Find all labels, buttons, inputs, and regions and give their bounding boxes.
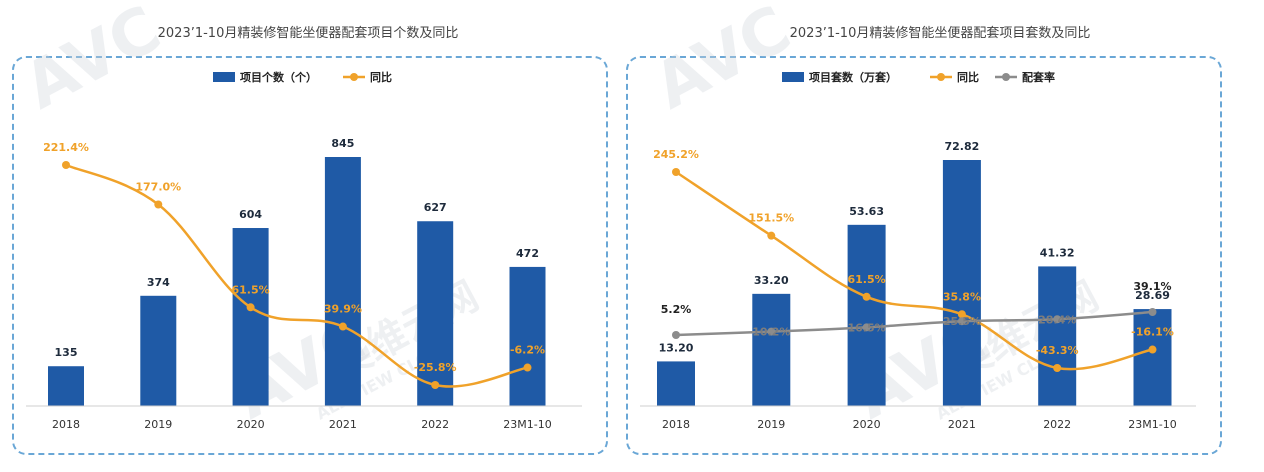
yoy-point-right-5 [1148,345,1157,354]
category-label-left-4: 2022 [421,418,449,431]
chart-panel-right [626,56,1222,455]
yoy-point-left-0 [62,161,70,169]
yoy-point-right-0 [672,168,680,176]
category-label-left-1: 2019 [144,418,172,431]
legend-label-left-1: 同比 [370,70,392,84]
yoy-point-right-2 [862,292,871,301]
bar-label-right-3: 72.82 [945,140,980,153]
bar-label-right-0: 13.20 [659,341,694,354]
rate-label-right-1: 10.2% [752,326,790,339]
legend-marker-right-2 [1002,73,1010,81]
category-label-left-5: 23M1-10 [503,418,551,431]
watermark-brand-right: AVC [643,0,803,124]
yoy-point-left-4 [431,381,440,389]
legend-label-right-0: 项目套数（万套） [809,70,897,84]
bar-label-left-2: 604 [239,208,262,221]
rate-point-right-2 [862,323,871,332]
bar-right-0 [657,361,695,406]
bar-label-right-2: 53.63 [849,205,884,218]
yoy-line-right [675,170,1153,371]
category-label-right-4: 2022 [1043,418,1071,431]
yoy-label-left-0: 221.4% [43,141,89,154]
rate-label-right-5: 39.1% [1133,280,1171,293]
yoy-label-right-0: 245.2% [653,148,699,161]
rate-line-right [675,310,1153,337]
bar-label-right-4: 41.32 [1040,246,1075,259]
yoy-label-right-5: -16.1% [1131,326,1174,339]
legend-swatch-left-0 [213,72,235,82]
bar-left-0 [48,366,84,406]
category-label-left-3: 2021 [329,418,357,431]
bar-left-1 [140,295,177,406]
bar-label-right-5: 28.69 [1135,289,1170,302]
bar-label-right-1: 33.20 [754,274,789,287]
legend-marker-left-1 [350,73,358,81]
bar-label-left-1: 374 [147,276,170,289]
rate-point-right-0 [672,331,680,339]
yoy-label-left-1: 177.0% [135,181,181,194]
bar-left-5 [509,266,546,406]
rate-label-right-2: 16.5% [848,321,886,334]
bar-right-3 [942,160,981,406]
yoy-label-left-5: -6.2% [510,344,545,357]
watermark-brand-left: AVC [13,0,173,124]
bar-left-3 [324,157,361,406]
bar-label-left-3: 845 [331,137,354,150]
bar-right-1 [752,293,791,406]
yoy-label-left-2: 61.5% [232,283,270,296]
yoy-point-left-2 [246,303,255,312]
bar-right-4 [1038,266,1077,406]
bar-right-5 [1133,309,1172,406]
yoy-point-right-3 [957,310,966,319]
bar-label-left-5: 472 [516,247,539,260]
legend-label-left-0: 项目个数（个） [240,70,317,84]
rate-point-right-1 [767,327,776,336]
chart-title-right: 2023’1-10月精装修智能坐便器配套项目套数及同比 [789,26,1091,41]
category-label-right-3: 2021 [948,418,976,431]
yoy-point-right-1 [767,231,776,240]
bar-label-left-0: 135 [55,346,78,359]
rate-point-right-4 [1053,315,1062,324]
bar-right-2 [847,224,886,406]
category-label-right-5: 23M1-10 [1128,418,1176,431]
yoy-label-right-3: 35.8% [943,290,981,303]
yoy-label-right-2: 61.5% [848,273,886,286]
legend-swatch-right-0 [782,72,804,82]
rate-point-right-5 [1148,308,1157,316]
yoy-point-left-5 [523,363,532,372]
yoy-label-right-4: -43.3% [1036,344,1079,357]
yoy-label-right-1: 151.5% [748,212,794,225]
legend-label-right-1: 同比 [957,70,979,84]
rate-label-right-4: 28.4% [1038,313,1076,326]
yoy-label-left-3: 39.9% [324,303,362,316]
yoy-point-left-3 [338,322,347,331]
bar-left-4 [417,221,454,406]
legend-label-right-2: 配套率 [1022,70,1055,84]
yoy-point-right-4 [1053,364,1062,372]
yoy-label-left-4: -25.8% [414,361,457,374]
chart-title-left: 2023’1-10月精装修智能坐便器配套项目个数及同比 [157,26,459,41]
category-label-right-2: 2020 [853,418,881,431]
chart-panel-left [12,56,608,455]
rate-point-right-3 [957,317,966,326]
rate-label-right-0: 5.2% [661,303,692,316]
legend-marker-right-1 [937,73,945,81]
category-label-right-1: 2019 [757,418,785,431]
category-label-left-0: 2018 [52,418,80,431]
yoy-point-left-1 [154,200,163,209]
rate-label-right-3: 25.5% [943,315,981,328]
category-label-left-2: 2020 [237,418,265,431]
bar-label-left-4: 627 [424,201,447,214]
category-label-right-0: 2018 [662,418,690,431]
bar-left-2 [232,228,269,406]
